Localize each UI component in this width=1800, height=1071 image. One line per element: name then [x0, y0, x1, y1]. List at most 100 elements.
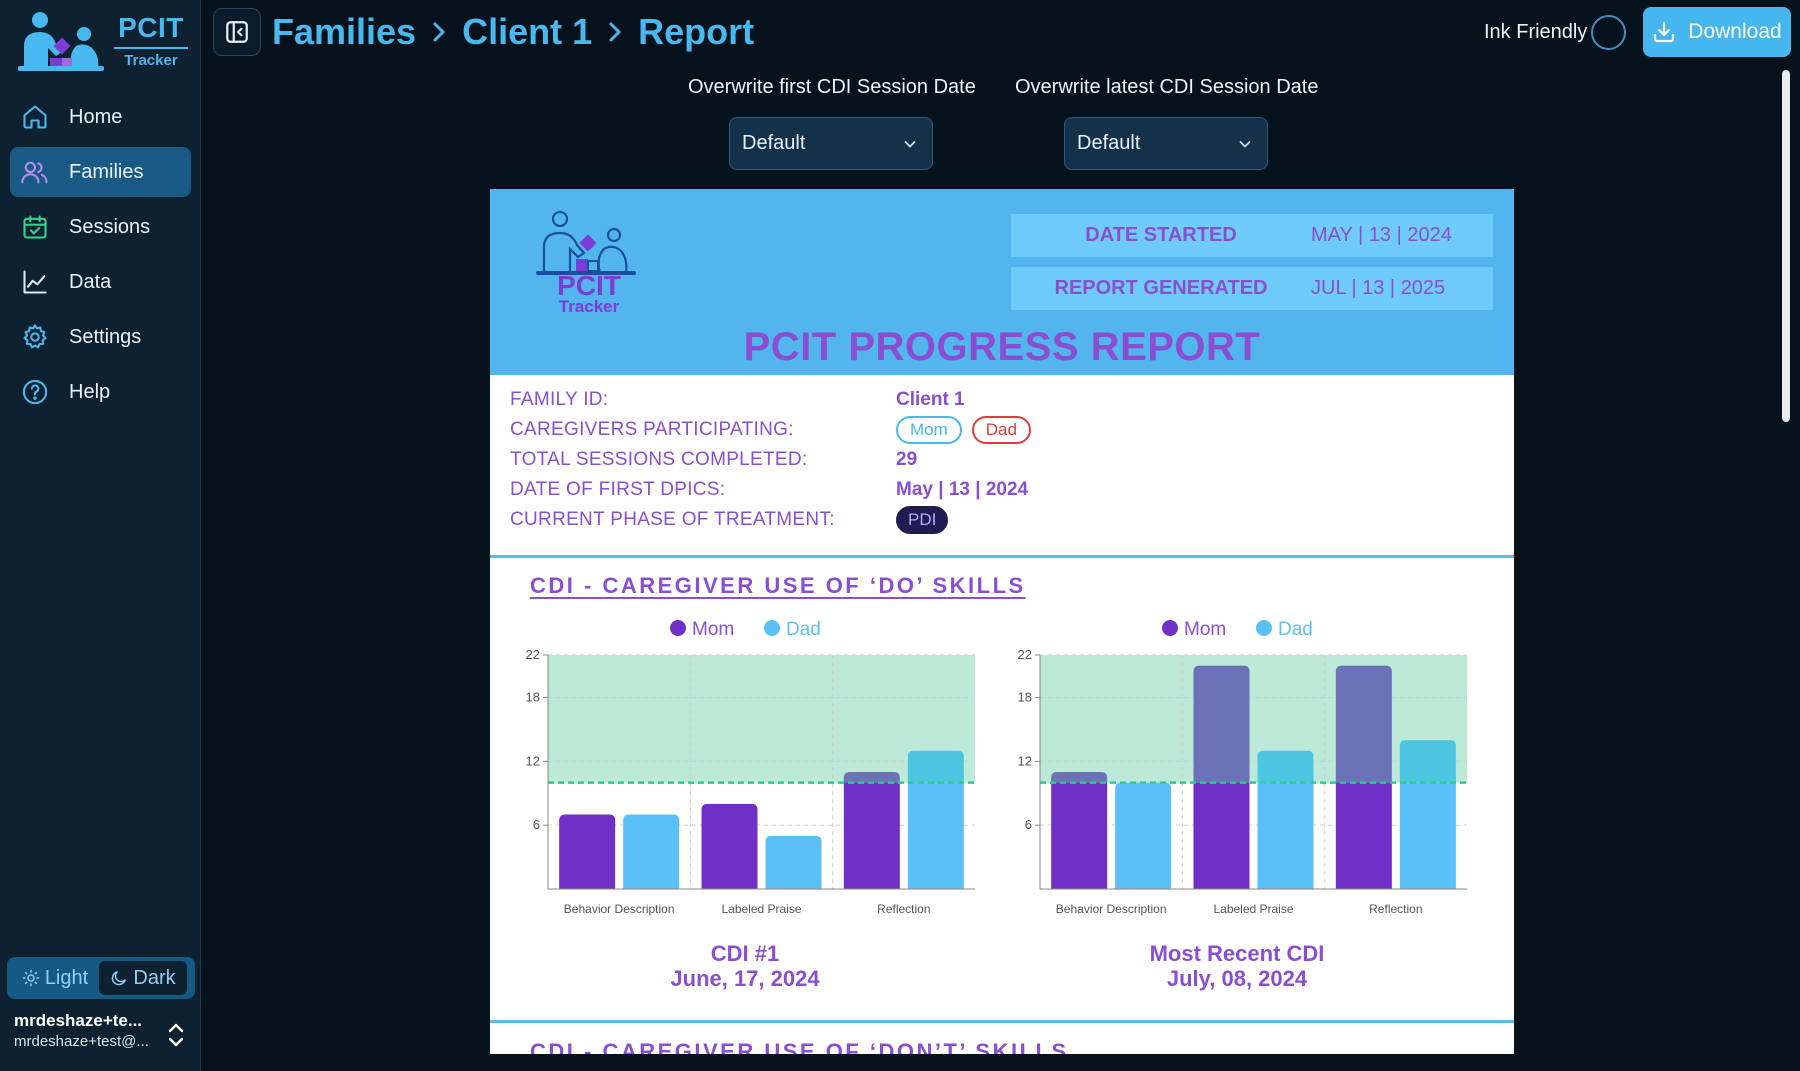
x-tick-label: Behavior Description	[564, 902, 675, 916]
bar-mom-over-threshold	[1193, 665, 1250, 783]
y-tick-label: 18	[526, 690, 540, 705]
latest-session-value: Default	[1077, 132, 1141, 154]
download-icon	[1654, 21, 1675, 43]
breadcrumb-client[interactable]: Client 1	[462, 11, 593, 52]
legend-label-mom: Mom	[692, 619, 734, 640]
sidebar-item-home[interactable]: Home	[10, 92, 191, 142]
bar-dad-over-threshold	[1399, 740, 1456, 783]
legend-dot-mom	[670, 620, 686, 636]
moon-icon	[112, 971, 127, 986]
first-dpics-label: DATE OF FIRST DPICS:	[510, 479, 726, 500]
sidebar-item-help[interactable]: Help	[10, 367, 191, 417]
x-tick-label: Labeled Praise	[721, 902, 801, 916]
treatment-phase-label: CURRENT PHASE OF TREATMENT:	[510, 509, 835, 530]
brand-divider	[114, 47, 188, 49]
bar-mom-over-threshold	[843, 772, 900, 783]
first-session-select[interactable]: Default	[729, 117, 933, 170]
user-email: mrdeshaze+test@...	[14, 1033, 149, 1050]
dark-theme-button[interactable]: Dark	[99, 961, 187, 995]
chevron-down-icon	[1239, 141, 1251, 148]
bar-dad	[623, 814, 680, 889]
do-skills-chart-first: Mom Dad Behavior Description Labeled Praise…	[526, 619, 975, 916]
sidebar-item-sessions[interactable]: Sessions	[10, 202, 191, 252]
bar-dad	[907, 782, 964, 889]
line-chart-icon	[20, 267, 50, 297]
gear-icon	[20, 322, 50, 352]
bar-dad	[1399, 782, 1456, 889]
bar-mom	[1193, 782, 1250, 889]
family-id-label: FAMILY ID:	[510, 389, 609, 410]
sessions-completed-value: 29	[896, 449, 918, 470]
chart-legend: Mom Dad	[670, 619, 821, 640]
caregiver-badge-dad: Dad	[971, 416, 1031, 444]
chevron-right-icon	[416, 19, 462, 45]
caregiver-badge-mom: Mom	[896, 416, 962, 444]
bar-dad-over-threshold	[907, 750, 964, 783]
caregivers-label: CAREGIVERS PARTICIPATING:	[510, 419, 794, 440]
dark-theme-label: Dark	[133, 966, 176, 989]
light-theme-label: Light	[44, 966, 89, 989]
sun-icon	[22, 969, 40, 987]
legend-dot-dad	[1256, 620, 1272, 636]
sidebar-item-label: Sessions	[69, 215, 151, 238]
collapse-sidebar-button[interactable]	[213, 8, 261, 56]
dont-skills-section-title: CDI - CAREGIVER USE OF ‘DON’T’ SKILLS	[530, 1039, 1069, 1054]
section-divider	[490, 555, 1514, 558]
y-tick-label: 12	[526, 753, 540, 768]
sidebar-item-families[interactable]: Families	[10, 147, 191, 197]
report-title: PCIT PROGRESS REPORT	[743, 325, 1261, 369]
sidebar-item-label: Data	[69, 270, 112, 293]
brand-subtitle: Tracker	[124, 52, 178, 69]
do-skills-chart-recent: Mom Dad Behavior Description Labeled Praise…	[1018, 619, 1467, 916]
panel-collapse-icon	[226, 21, 248, 43]
breadcrumb-families[interactable]: Families	[272, 11, 417, 52]
chart-caption-title: Most Recent CDI	[1149, 941, 1325, 966]
ink-friendly-toggle[interactable]	[1591, 14, 1627, 50]
chart-caption-title: CDI #1	[710, 941, 780, 966]
report-header: PCIT Tracker DATE STARTED MAY | 13 | 202…	[490, 189, 1514, 375]
x-tick-label: Reflection	[1369, 902, 1422, 916]
legend-dot-dad	[764, 620, 780, 636]
home-icon	[20, 102, 50, 132]
chart-caption-date: July, 08, 2024	[1166, 966, 1308, 991]
bar-mom	[701, 803, 758, 889]
help-circle-icon	[20, 377, 50, 407]
chart-caption-recent: Most Recent CDI July, 08, 2024	[1002, 941, 1472, 991]
bar-dad-over-threshold	[1257, 750, 1314, 783]
y-tick-label: 22	[1018, 647, 1032, 662]
first-session-value: Default	[742, 132, 806, 154]
date-started-value: MAY | 13 | 2024	[1311, 224, 1452, 246]
caregivers-list: Mom Dad	[896, 416, 1041, 444]
brand-title: PCIT	[118, 12, 184, 43]
report-generated-value: JUL | 13 | 2025	[1311, 277, 1446, 299]
section-divider	[490, 1020, 1514, 1023]
report-logo-subtitle: Tracker	[558, 297, 620, 316]
user-menu[interactable]: mrdeshaze+te... mrdeshaze+test@...	[14, 1010, 194, 1052]
sidebar-item-label: Families	[69, 160, 144, 183]
light-theme-button[interactable]: Light	[11, 961, 99, 995]
bar-mom-over-threshold	[1335, 665, 1392, 783]
breadcrumb: Families Client 1 Report	[272, 6, 754, 58]
date-started-label: DATE STARTED	[1085, 224, 1237, 246]
pcit-logo-icon	[18, 12, 104, 71]
download-button[interactable]: Download	[1643, 7, 1791, 57]
legend-dot-mom	[1162, 620, 1178, 636]
breadcrumb-report: Report	[638, 11, 755, 52]
user-name: mrdeshaze+te...	[14, 1011, 143, 1030]
sidebar-nav: Home Families Sessions Data Settings	[10, 92, 191, 422]
chart-legend: Mom Dad	[1162, 619, 1313, 640]
latest-session-select[interactable]: Default	[1064, 117, 1268, 170]
brand-logo[interactable]: PCIT Tracker	[10, 8, 190, 74]
report-generated-label: REPORT GENERATED	[1054, 277, 1268, 299]
scrollbar-thumb[interactable]	[1782, 70, 1790, 422]
bar-mom	[1335, 782, 1392, 889]
chevron-up-down-icon[interactable]	[164, 1020, 188, 1050]
legend-label-mom: Mom	[1184, 619, 1226, 640]
chevron-down-icon	[904, 141, 916, 148]
bar-mom	[843, 782, 900, 889]
first-dpics-value: May | 13 | 2024	[896, 479, 1029, 500]
legend-label-dad: Dad	[786, 619, 821, 640]
sidebar-item-data[interactable]: Data	[10, 257, 191, 307]
y-tick-label: 6	[1025, 817, 1032, 832]
sidebar-item-settings[interactable]: Settings	[10, 312, 191, 362]
